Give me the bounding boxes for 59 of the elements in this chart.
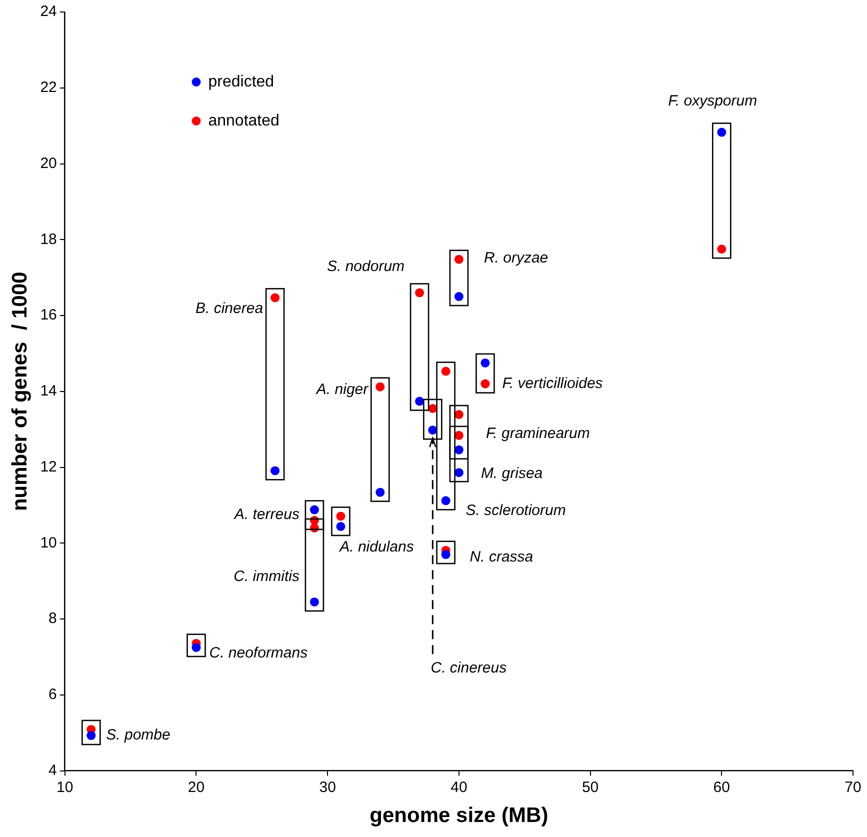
x-tick-label: 40 (450, 778, 468, 796)
annotation: B. cinerea (196, 300, 264, 317)
y-tick-label: 16 (40, 306, 57, 324)
annotation: A. terreus (233, 506, 300, 523)
y-tick-label: 18 (40, 230, 57, 248)
y-tick-label: 14 (40, 382, 57, 400)
point (270, 466, 280, 476)
annotation: A. nidulans (338, 538, 414, 556)
y-tick-label: 20 (40, 154, 57, 172)
annotation: R. oryzae (484, 250, 548, 267)
point (454, 430, 464, 440)
point (376, 488, 385, 497)
x-tick-label: 50 (582, 778, 599, 796)
point (454, 445, 464, 454)
y-tick-label: 22 (40, 79, 57, 96)
annotation: S. sclerotiorum (466, 502, 566, 519)
annotation: F. graminearum (486, 425, 590, 442)
y-tick-label: 4 (48, 762, 57, 779)
point (310, 505, 319, 514)
annotation: C. immitis (234, 568, 300, 586)
point (441, 496, 450, 506)
annotation: F. oxysporum (668, 92, 758, 110)
point (336, 512, 346, 521)
point (310, 597, 319, 606)
annotation: F. verticillioides (502, 375, 604, 392)
point (480, 358, 490, 368)
annotation: N. crassa (470, 548, 534, 566)
annotation: C. cinereus (430, 659, 508, 676)
legend-label: annotated (208, 112, 280, 130)
annotation: S. nodorum (326, 258, 405, 275)
annotation: S. pombe (106, 726, 170, 744)
annotation: C. neoformans (209, 644, 308, 662)
point (428, 426, 438, 435)
legend-label: predicted (208, 73, 274, 90)
y-tick-label: 8 (48, 610, 57, 628)
point (454, 410, 464, 420)
point (480, 379, 490, 388)
x-axis-title: genome size (MB) (370, 804, 548, 828)
point (717, 128, 726, 137)
y-tick-label: 24 (40, 3, 57, 20)
point (270, 293, 280, 302)
point (717, 244, 726, 254)
point (441, 366, 450, 376)
x-tick-label: 70 (844, 778, 862, 796)
y-axis-title: number of genes / 1000 (8, 272, 32, 512)
y-tick-label: 10 (40, 534, 57, 552)
point (415, 396, 424, 406)
x-tick-label: 60 (713, 778, 730, 796)
point (454, 254, 464, 264)
point (454, 468, 464, 478)
y-tick-label: 6 (48, 686, 57, 704)
x-tick-label: 20 (188, 778, 205, 796)
x-tick-label: 30 (319, 778, 336, 796)
annotation: M. grisea (480, 464, 543, 482)
point (415, 288, 424, 298)
y-tick-label: 12 (40, 458, 57, 476)
point (454, 292, 464, 302)
point (376, 382, 385, 392)
annotation: A. niger (315, 381, 370, 398)
